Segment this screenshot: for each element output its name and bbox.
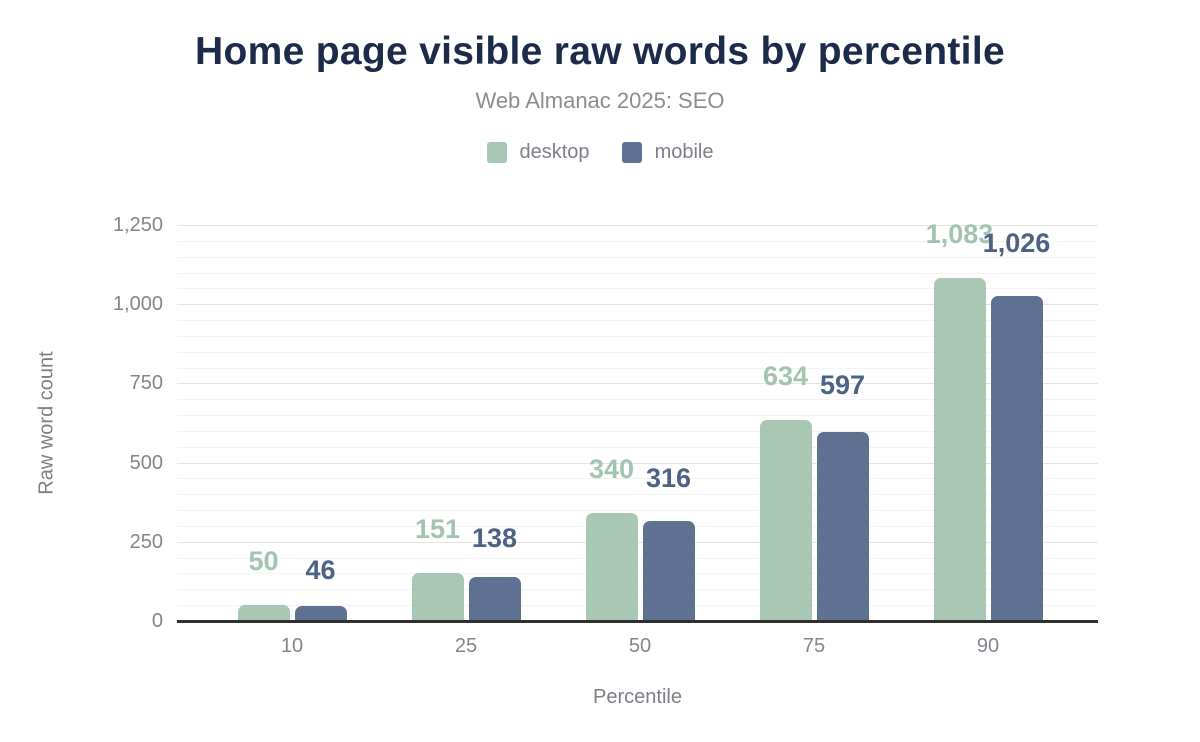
- major-gridline: [177, 225, 1098, 226]
- bar-mobile-p25[interactable]: [468, 577, 521, 621]
- x-axis-tick-label: 50: [628, 635, 652, 657]
- legend-item-desktop[interactable]: desktop: [486, 141, 590, 164]
- minor-gridline: [177, 605, 1098, 606]
- bar-value-label-mobile-p75: 597: [819, 370, 866, 400]
- x-axis-tick-label: 10: [280, 635, 304, 657]
- minor-gridline: [177, 478, 1098, 479]
- legend-item-mobile[interactable]: mobile: [621, 141, 714, 164]
- bar-mobile-p75[interactable]: [816, 432, 869, 621]
- legend-swatch-mobile-icon: [621, 142, 642, 163]
- minor-gridline: [177, 273, 1098, 274]
- x-axis-tick-label: 90: [976, 635, 1000, 657]
- major-gridline: [177, 463, 1098, 464]
- bar-value-label-mobile-p90: 1,026: [982, 228, 1051, 258]
- bar-mobile-p90[interactable]: [990, 296, 1043, 621]
- minor-gridline: [177, 415, 1098, 416]
- bar-value-label-desktop-p90: 1,083: [925, 219, 994, 249]
- bar-desktop-p10[interactable]: [237, 605, 290, 621]
- minor-gridline: [177, 368, 1098, 369]
- y-axis-tick-label: 1,250: [112, 214, 163, 236]
- minor-gridline: [177, 573, 1098, 574]
- y-axis-tick-label: 1,000: [112, 293, 163, 315]
- legend-item-label: desktop: [519, 141, 590, 163]
- minor-gridline: [177, 352, 1098, 353]
- x-axis-title: Percentile: [593, 686, 682, 708]
- x-axis-line: [177, 620, 1098, 623]
- bar-value-label-mobile-p50: 316: [645, 463, 692, 493]
- minor-gridline: [177, 399, 1098, 400]
- major-gridline: [177, 383, 1098, 384]
- bar-desktop-p25[interactable]: [411, 573, 464, 621]
- minor-gridline: [177, 336, 1098, 337]
- bar-value-label-desktop-p75: 634: [762, 361, 809, 391]
- chart-subtitle: Web Almanac 2025: SEO: [475, 88, 725, 113]
- minor-gridline: [177, 558, 1098, 559]
- minor-gridline: [177, 320, 1098, 321]
- minor-gridline: [177, 526, 1098, 527]
- x-axis-tick-label: 25: [454, 635, 478, 657]
- x-axis-tick-label: 75: [802, 635, 826, 657]
- chart-title: Home page visible raw words by percentil…: [195, 30, 1005, 73]
- minor-gridline: [177, 288, 1098, 289]
- bar-mobile-p10[interactable]: [294, 606, 347, 621]
- minor-gridline: [177, 589, 1098, 590]
- bar-mobile-p50[interactable]: [642, 521, 695, 621]
- minor-gridline: [177, 510, 1098, 511]
- minor-gridline: [177, 257, 1098, 258]
- minor-gridline: [177, 431, 1098, 432]
- minor-gridline: [177, 447, 1098, 448]
- major-gridline: [177, 542, 1098, 543]
- bar-value-label-mobile-p25: 138: [471, 523, 518, 553]
- legend-item-label: mobile: [654, 141, 714, 163]
- major-gridline: [177, 304, 1098, 305]
- y-axis-tick-label: 0: [151, 610, 163, 632]
- bar-value-label-desktop-p25: 151: [414, 514, 461, 544]
- minor-gridline: [177, 494, 1098, 495]
- bar-desktop-p50[interactable]: [585, 513, 638, 621]
- legend-swatch-desktop-icon: [486, 142, 507, 163]
- y-axis-tick-label: 500: [129, 452, 163, 474]
- y-axis-tick-label: 250: [129, 531, 163, 553]
- y-axis-tick-label: 750: [129, 372, 163, 394]
- legend: desktop mobile: [0, 141, 1200, 164]
- bar-value-label-mobile-p10: 46: [305, 555, 336, 585]
- minor-gridline: [177, 241, 1098, 242]
- bar-desktop-p75[interactable]: [759, 420, 812, 621]
- bar-desktop-p90[interactable]: [933, 278, 986, 621]
- bar-value-label-desktop-p10: 50: [248, 546, 279, 576]
- y-axis-title: Raw word count: [35, 351, 58, 495]
- bar-value-label-desktop-p50: 340: [588, 454, 635, 484]
